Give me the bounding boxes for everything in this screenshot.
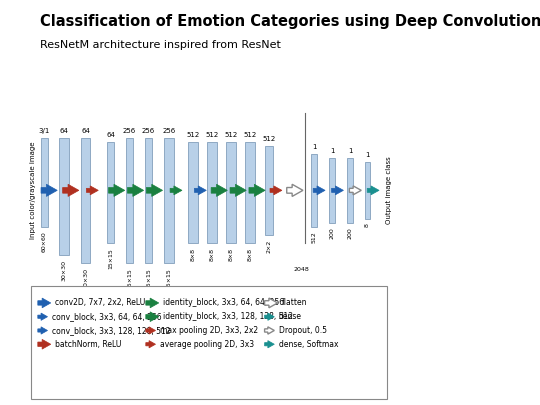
Text: 1: 1 [330, 148, 335, 154]
Text: 8×8: 8×8 [210, 248, 214, 261]
Text: 8×8: 8×8 [247, 248, 252, 261]
FancyArrow shape [38, 313, 48, 320]
Text: 512: 512 [186, 132, 200, 138]
Text: 30×30: 30×30 [83, 268, 88, 289]
FancyArrow shape [63, 184, 79, 196]
Text: 512: 512 [262, 136, 275, 142]
Text: Classification of Emotion Categories using Deep Convolutional Neural Networks: Classification of Emotion Categories usi… [40, 14, 540, 29]
FancyBboxPatch shape [265, 146, 273, 235]
FancyArrow shape [367, 186, 379, 195]
Text: 30×30: 30×30 [62, 260, 66, 281]
FancyBboxPatch shape [188, 142, 198, 243]
Text: average pooling 2D, 3x3: average pooling 2D, 3x3 [160, 340, 254, 349]
FancyArrow shape [265, 341, 274, 348]
Text: 256: 256 [142, 128, 155, 134]
Text: batchNorm, ReLU: batchNorm, ReLU [55, 340, 122, 349]
Text: 2×2: 2×2 [266, 240, 272, 253]
FancyBboxPatch shape [59, 138, 69, 255]
FancyArrow shape [287, 184, 303, 196]
FancyArrow shape [109, 184, 125, 196]
FancyArrow shape [146, 184, 163, 196]
Text: identity_block, 3x3, 128, 128, 512: identity_block, 3x3, 128, 128, 512 [163, 312, 293, 321]
FancyArrow shape [38, 327, 48, 334]
FancyBboxPatch shape [207, 142, 217, 243]
Text: 256: 256 [123, 128, 136, 134]
FancyBboxPatch shape [226, 142, 236, 243]
FancyBboxPatch shape [107, 142, 114, 243]
FancyArrow shape [127, 184, 144, 196]
Text: 2048: 2048 [293, 267, 309, 272]
Text: 256: 256 [162, 128, 176, 134]
Text: 64: 64 [81, 128, 90, 134]
Text: 512: 512 [224, 132, 238, 138]
FancyArrow shape [349, 186, 361, 195]
FancyBboxPatch shape [164, 138, 174, 263]
FancyArrow shape [146, 341, 156, 348]
FancyArrow shape [170, 186, 182, 195]
Text: conv_block, 3x3, 128, 128, 512: conv_block, 3x3, 128, 128, 512 [52, 326, 170, 335]
FancyArrow shape [38, 339, 51, 349]
FancyBboxPatch shape [81, 138, 90, 263]
Text: dense: dense [279, 312, 302, 321]
FancyArrow shape [265, 298, 278, 308]
Text: 3/1: 3/1 [38, 128, 50, 134]
Text: Output image class: Output image class [386, 156, 392, 224]
Text: 64: 64 [59, 128, 69, 134]
Text: 15×15: 15×15 [146, 268, 151, 289]
FancyBboxPatch shape [329, 158, 335, 223]
Text: 1: 1 [312, 144, 316, 150]
Text: 1: 1 [348, 148, 353, 154]
FancyArrow shape [230, 184, 246, 196]
Text: 15×15: 15×15 [108, 248, 113, 269]
Text: 15×15: 15×15 [166, 268, 171, 289]
Text: dense, Softmax: dense, Softmax [279, 340, 338, 349]
Text: 8×8: 8×8 [191, 248, 195, 261]
Text: 8×8: 8×8 [228, 248, 233, 261]
FancyBboxPatch shape [245, 142, 255, 243]
Text: 15×15: 15×15 [127, 268, 132, 289]
FancyArrow shape [211, 184, 227, 196]
Text: 512: 512 [205, 132, 219, 138]
Text: 8: 8 [365, 224, 370, 228]
FancyArrow shape [249, 184, 265, 196]
FancyBboxPatch shape [145, 138, 152, 263]
FancyBboxPatch shape [40, 138, 48, 227]
FancyBboxPatch shape [31, 286, 387, 399]
Text: 60×60: 60×60 [42, 232, 46, 252]
FancyArrow shape [86, 186, 98, 195]
Text: 512: 512 [312, 232, 316, 243]
Text: conv2D, 7x7, 2x2, ReLU: conv2D, 7x7, 2x2, ReLU [55, 298, 145, 307]
Text: 512: 512 [243, 132, 256, 138]
FancyArrow shape [38, 298, 51, 308]
FancyArrow shape [146, 312, 159, 322]
Text: 200: 200 [330, 228, 335, 239]
Text: ResNetM architecture inspired from ResNet: ResNetM architecture inspired from ResNe… [40, 40, 281, 51]
Text: flatten: flatten [282, 298, 307, 307]
Text: 64: 64 [106, 132, 115, 138]
Text: Input color/grayscale image: Input color/grayscale image [30, 142, 37, 239]
FancyArrow shape [270, 186, 282, 195]
FancyArrow shape [146, 327, 156, 334]
FancyArrow shape [313, 186, 325, 195]
FancyBboxPatch shape [365, 162, 370, 219]
FancyArrow shape [146, 298, 159, 308]
Text: max pooling 2D, 3x3, 2x2: max pooling 2D, 3x3, 2x2 [160, 326, 258, 335]
FancyArrow shape [332, 186, 343, 195]
FancyBboxPatch shape [126, 138, 133, 263]
Text: Dropout, 0.5: Dropout, 0.5 [279, 326, 327, 335]
FancyBboxPatch shape [347, 158, 353, 223]
Text: 1: 1 [365, 152, 370, 158]
Text: conv_block, 3x3, 64, 64, 256: conv_block, 3x3, 64, 64, 256 [52, 312, 161, 321]
FancyArrow shape [41, 184, 57, 196]
FancyArrow shape [265, 313, 274, 320]
Text: identity_block, 3x3, 64, 64, 256: identity_block, 3x3, 64, 64, 256 [163, 298, 284, 307]
FancyBboxPatch shape [311, 154, 317, 227]
Text: 200: 200 [348, 228, 353, 239]
FancyArrow shape [194, 186, 206, 195]
FancyArrow shape [265, 327, 274, 334]
